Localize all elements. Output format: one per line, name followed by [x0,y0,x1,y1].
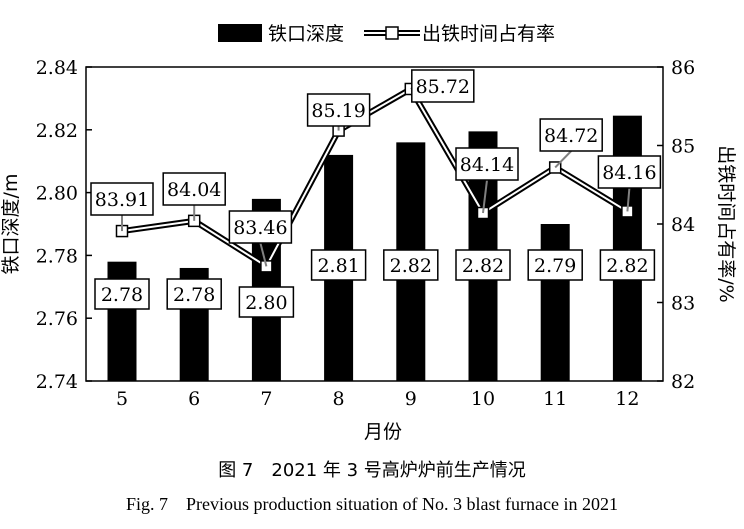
line-label-box [228,210,293,244]
bar-series [107,115,642,382]
y-left-tick-label: 2.80 [36,183,78,205]
x-tick-label: 5 [116,388,128,410]
bar-data-labels: 2.78 2.78 2.80 2.81 2.82 2.82 2.79 2.82 [94,249,656,318]
y-right-tick-label: 86 [671,57,695,79]
line-label-leader [554,150,572,169]
y-left-tick-label: 2.84 [36,57,78,79]
y-left-tick-label: 2.82 [36,120,78,142]
line-label-box [306,93,371,127]
line-data-label: 83.46 [233,217,287,239]
line-label-leader [482,179,488,214]
line-data-label: 84.14 [460,154,514,176]
y-right-tick-label: 82 [671,371,695,393]
bar-data-label: 2.79 [534,255,576,277]
y-axis-left-title: 铁口深度/m [0,174,22,275]
bar-data-label: 2.82 [462,255,504,277]
x-axis-title: 月份 [364,421,402,443]
bar-data-label: 2.82 [606,255,648,277]
line-label-box [597,155,662,189]
combo-chart: 铁口深度 出铁时间占有率 2.74 2.76 2.78 2.80 2.82 2.84 82 8… [0,23,737,443]
bar-label-box [527,249,583,281]
bar-data-label: 2.80 [245,292,287,314]
x-tick-label: 9 [405,388,417,410]
x-tick-label: 8 [333,388,345,410]
line-label-box [90,182,154,216]
bar-label-box [94,278,150,310]
y-axis-right-title: 出铁时间占有率/% [715,145,737,302]
line-label-box [455,147,519,181]
bar-label-box [383,249,439,281]
x-tick-label: 6 [188,388,200,410]
x-tick-label: 11 [543,388,567,410]
bar-data-label: 2.81 [317,255,359,277]
line-label-box [411,69,475,103]
bar-data-label: 2.78 [173,284,215,306]
legend-line-label: 出铁时间占有率 [422,23,555,45]
legend-bar-swatch [218,24,262,42]
line-label-leader [259,242,268,267]
y-left-tick-label: 2.76 [36,308,78,330]
bar-month-11 [540,224,570,381]
bar-label-box [455,249,511,281]
legend-line-marker [385,26,399,40]
line-data-label: 85.19 [311,100,365,122]
legend-bar-label: 铁口深度 [268,23,344,45]
x-tick-label: 10 [471,388,495,410]
line-data-label: 84.72 [544,125,598,147]
y-left-tick-label: 2.74 [36,371,78,393]
bar-data-label: 2.78 [101,284,143,306]
bar-label-box [166,278,222,310]
line-label-box [162,172,226,206]
x-tick-label: 12 [615,388,639,410]
y-right-tick-label: 85 [671,136,695,158]
legend: 铁口深度 出铁时间占有率 [218,23,555,45]
line-data-label: 85.72 [416,76,470,98]
line-path-inner [121,87,628,268]
line-label-box [539,118,603,152]
y-right-tick-label: 83 [671,293,695,315]
figure-caption-chinese: 图 7 2021 年 3 号高炉炉前生产情况 [218,460,526,481]
x-tick-label: 7 [260,388,272,410]
line-label-leader [626,187,631,212]
line-data-label: 83.91 [95,189,149,211]
bar-label-box [599,249,656,281]
y-left-tick-label: 2.78 [36,245,78,267]
figure-caption-english: Fig. 7 Previous production situation of … [126,494,618,514]
bar-data-label: 2.82 [390,255,432,277]
y-right-tick-label: 84 [671,214,695,236]
bar-label-box [238,286,295,318]
line-data-label: 84.04 [167,179,221,201]
bar-label-box [310,249,367,281]
line-data-label: 84.16 [602,162,656,184]
tick-labels: 2.74 2.76 2.78 2.80 2.82 2.84 82 83 84 85 86 5 6 7 8 9 1… [36,57,696,410]
